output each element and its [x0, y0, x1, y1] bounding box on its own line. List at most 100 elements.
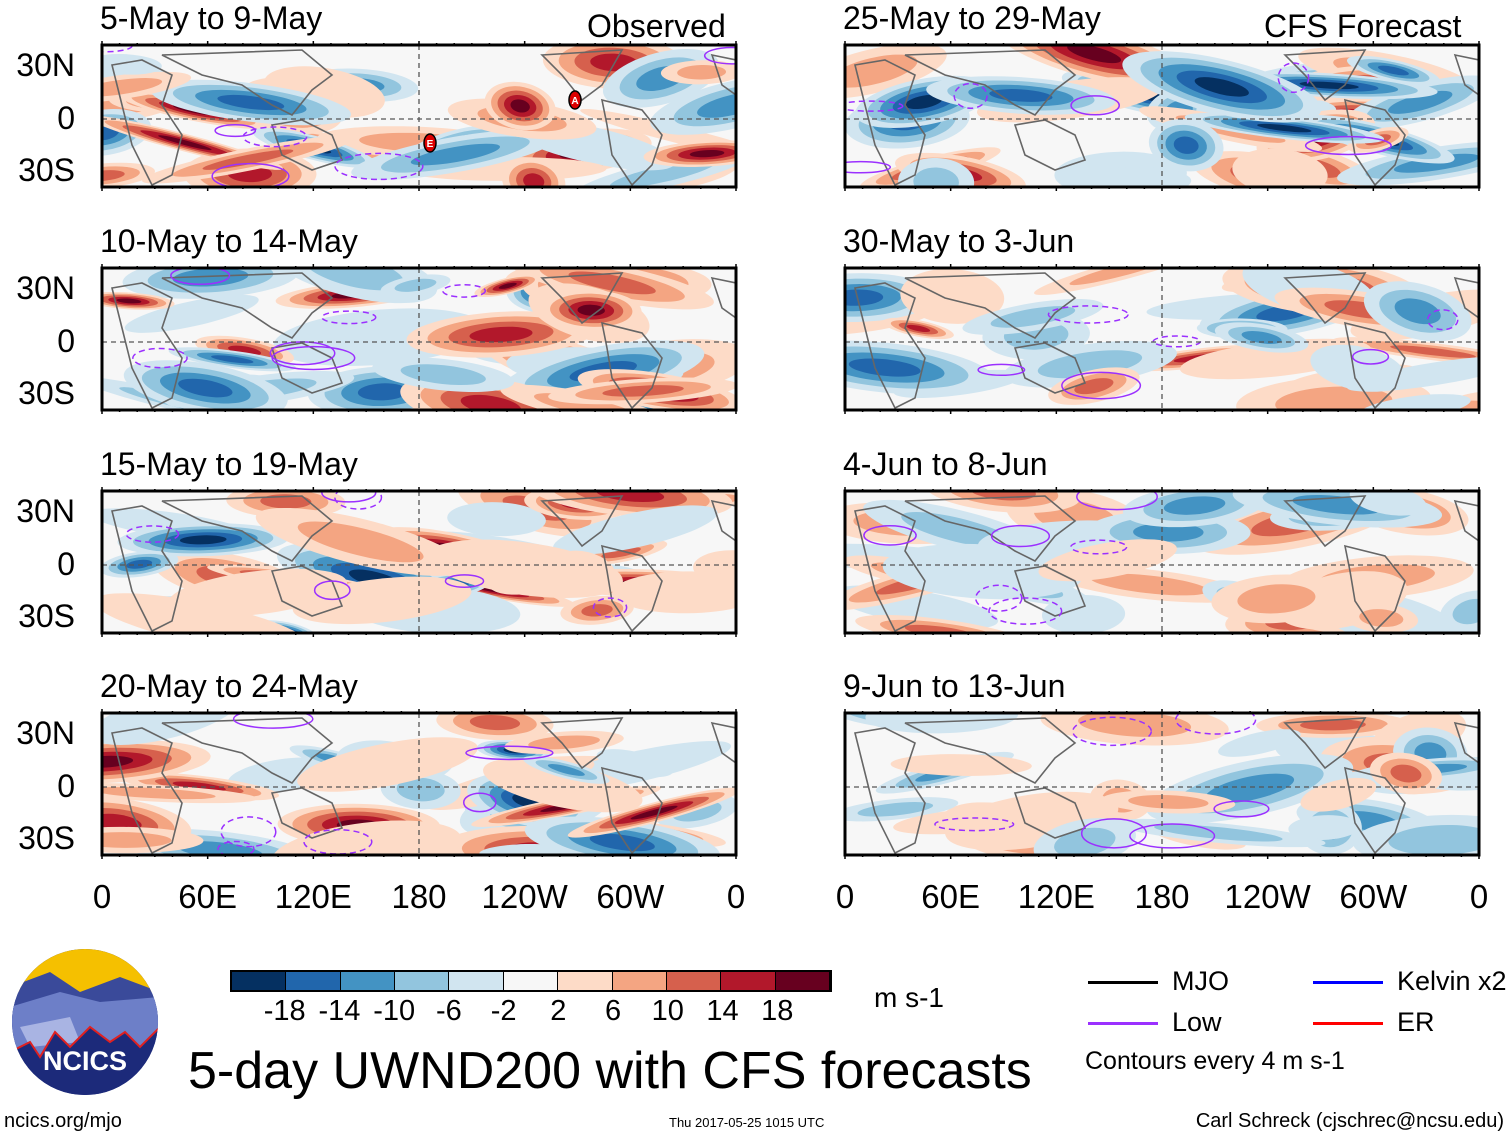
y-tick-label: 30N: [16, 47, 75, 83]
anomaly-contour: [178, 378, 233, 398]
coastline: [1013, 787, 1087, 839]
low-contour: [977, 363, 1026, 377]
coastline: [161, 717, 334, 785]
anomaly-contour: [913, 167, 959, 187]
x-tick-label: 120W: [481, 878, 568, 915]
legend-line-er: [1313, 1022, 1383, 1025]
anomaly-contour: [1275, 386, 1393, 410]
footer-url[interactable]: ncics.org/mjo: [4, 1110, 122, 1132]
coastline: [270, 342, 344, 394]
colorbar-tick-label: 10: [651, 995, 684, 1027]
colorbar-tick-label: -2: [490, 995, 517, 1027]
coastline: [1013, 565, 1087, 617]
coastline: [111, 282, 183, 410]
anomaly-contour: [228, 345, 262, 356]
anomaly-contour: [1232, 148, 1328, 187]
coastline: [1343, 766, 1406, 855]
anomaly-contour: [1154, 824, 1283, 842]
coastline: [854, 282, 926, 410]
x-tick-label: 0: [726, 878, 746, 915]
y-tick-label: 0: [57, 99, 75, 136]
coastline: [540, 717, 624, 770]
storm-icon: [423, 133, 437, 153]
anomaly-contour: [857, 802, 934, 817]
logo-text: NCICS: [43, 1046, 127, 1076]
anomaly-contour: [1041, 595, 1126, 633]
coastline: [904, 495, 1077, 563]
low-contour: [1351, 348, 1390, 365]
panel-title: 5-May to 9-May: [100, 0, 323, 36]
coastline: [111, 505, 183, 633]
anomaly-contour: [116, 298, 142, 304]
colorbar-swatch: [449, 972, 504, 990]
map-panel: [843, 709, 1481, 859]
coastline: [1453, 53, 1479, 96]
coastline: [161, 49, 334, 117]
storm-label: A: [571, 96, 578, 107]
low-contour: [845, 160, 892, 174]
colorbar-swatch: [666, 972, 722, 990]
wind-anomaly-field: [102, 713, 736, 855]
anomaly-contour: [882, 543, 1083, 600]
anomaly-contour: [1377, 65, 1409, 76]
legend-label: Kelvin x2: [1397, 966, 1507, 996]
panel-title: 25-May to 29-May: [843, 0, 1101, 36]
anomaly-contour: [596, 749, 674, 778]
panel-title: 15-May to 19-May: [100, 446, 358, 482]
coastline: [1343, 321, 1406, 410]
coastline: [904, 272, 1077, 340]
colorbar-tick-label: 14: [706, 995, 739, 1027]
anomaly-contour: [158, 135, 212, 151]
panel-title: 10-May to 14-May: [100, 223, 358, 259]
anomaly-contour: [1133, 522, 1204, 542]
colorbar-tick-label: 6: [605, 995, 622, 1027]
coastline: [540, 495, 624, 548]
coastline: [710, 499, 736, 542]
anomaly-contour: [1069, 268, 1176, 286]
wind-anomaly-field: [102, 268, 736, 410]
coastline: [161, 495, 334, 563]
map-panel: [100, 709, 738, 859]
anomaly-contour: [483, 758, 643, 813]
storm-marker: A: [568, 90, 582, 110]
coastline: [600, 544, 663, 633]
anomaly-contour: [677, 65, 727, 80]
storm-marker: E: [423, 133, 437, 153]
colorbar-swatch: [286, 972, 341, 990]
figure-title: 5-day UWND200 with CFS forecasts: [188, 1042, 1032, 1100]
colorbar-tick-label: -10: [373, 995, 416, 1027]
coastline: [161, 272, 334, 340]
anomaly-contour: [523, 173, 545, 187]
anomaly-contour: [689, 149, 725, 158]
anomaly-contour: [1237, 584, 1316, 614]
anomaly-contour: [460, 394, 522, 410]
coastline: [600, 321, 663, 410]
coastline: [854, 59, 926, 187]
footer-timestamp: Thu 2017-05-25 1015 UTC: [669, 1115, 825, 1130]
anomaly-contour: [1452, 598, 1479, 625]
anomaly-contour: [1054, 827, 1116, 855]
coastline: [854, 727, 926, 855]
anomaly-contour: [1218, 729, 1301, 757]
anomaly-contour: [469, 714, 521, 731]
low-contour: [974, 584, 1023, 612]
anomaly-contour: [297, 737, 478, 792]
anomaly-contour: [1394, 298, 1441, 325]
anomaly-contour: [426, 539, 623, 598]
legend-label: ER: [1397, 1007, 1435, 1037]
anomaly-contour: [211, 355, 254, 364]
anomaly-contour: [102, 813, 142, 831]
low-contour: [1304, 135, 1392, 156]
x-tick-label: 120W: [1224, 878, 1311, 915]
map-panel: [100, 487, 738, 637]
low-contour: [863, 524, 917, 546]
anomaly-contour: [848, 358, 921, 377]
anomaly-contour: [447, 502, 546, 537]
y-tick-label: 30S: [18, 375, 75, 411]
panel-title: 30-May to 3-Jun: [843, 223, 1075, 259]
x-tick-label: 60E: [178, 878, 238, 915]
low-contour: [334, 152, 424, 181]
anomaly-contour: [1205, 773, 1295, 804]
x-tick-label: 0: [92, 878, 112, 915]
anomaly-contour: [410, 143, 500, 166]
